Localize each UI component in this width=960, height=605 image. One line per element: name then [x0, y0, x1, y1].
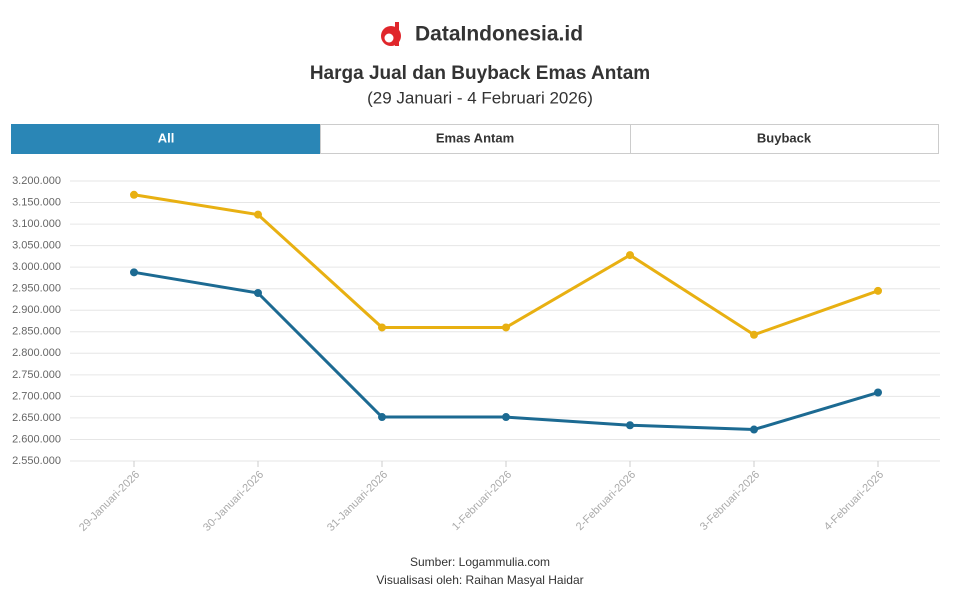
chart-title: Harga Jual dan Buyback Emas Antam — [310, 63, 650, 84]
tab-label: Buyback — [757, 130, 812, 145]
x-tick-label: 30-Januari-2026 — [201, 469, 266, 534]
y-tick-label: 3.150.000 — [12, 196, 61, 208]
y-tick-label: 2.800.000 — [12, 347, 61, 359]
x-tick-label: 3-Februari-2026 — [698, 469, 762, 533]
logo — [381, 22, 401, 46]
data-point — [378, 323, 386, 332]
y-tick-label: 3.200.000 — [12, 175, 61, 187]
x-tick-label: 1-Februari-2026 — [450, 469, 514, 533]
data-point — [130, 190, 138, 199]
tab-emas-antam[interactable]: Emas Antam — [320, 124, 631, 154]
y-tick-label: 3.100.000 — [12, 218, 61, 230]
data-point — [130, 268, 138, 277]
series-line — [133, 270, 879, 432]
x-tick-label: 4-Februari-2026 — [822, 469, 886, 533]
y-tick-label: 2.750.000 — [12, 369, 61, 381]
series-line — [133, 193, 879, 337]
y-tick-label: 2.700.000 — [12, 390, 61, 402]
x-tick-label: 31-Januari-2026 — [325, 469, 390, 534]
tab-all[interactable]: All — [11, 124, 321, 154]
y-tick-label: 2.850.000 — [12, 326, 61, 338]
data-point — [626, 251, 634, 260]
tab-background — [630, 124, 939, 154]
data-point — [750, 425, 758, 434]
data-point — [502, 413, 510, 422]
y-tick-label: 2.600.000 — [12, 433, 61, 445]
data-point — [378, 413, 386, 422]
data-point — [874, 286, 882, 295]
data-point — [254, 289, 262, 297]
tab-label: Emas Antam — [436, 130, 514, 145]
data-point — [874, 388, 882, 397]
x-tick-label: 29-Januari-2026 — [77, 469, 142, 534]
data-point — [502, 323, 510, 332]
y-tick-label: 2.650.000 — [12, 412, 61, 424]
y-tick-label: 2.550.000 — [12, 455, 61, 467]
x-tick-label: 2-Februari-2026 — [574, 469, 638, 533]
tab-buyback[interactable]: Buyback — [630, 124, 939, 154]
y-tick-label: 3.000.000 — [12, 261, 61, 273]
data-point — [254, 210, 262, 219]
tab-label: All — [158, 130, 175, 145]
tab-background — [320, 124, 631, 154]
brand: DataIndonesia.id — [415, 23, 583, 46]
data-point — [750, 330, 758, 339]
y-tick-label: 3.050.000 — [12, 240, 61, 252]
credit: Visualisasi oleh: Raihan Masyal Haidar — [376, 573, 583, 587]
data-point — [626, 421, 634, 430]
source: Sumber: Logammulia.com — [410, 555, 550, 569]
y-tick-label: 2.950.000 — [12, 283, 61, 295]
chart-subtitle: (29 Januari - 4 Februari 2026) — [367, 88, 593, 107]
y-tick-label: 2.900.000 — [12, 304, 61, 316]
